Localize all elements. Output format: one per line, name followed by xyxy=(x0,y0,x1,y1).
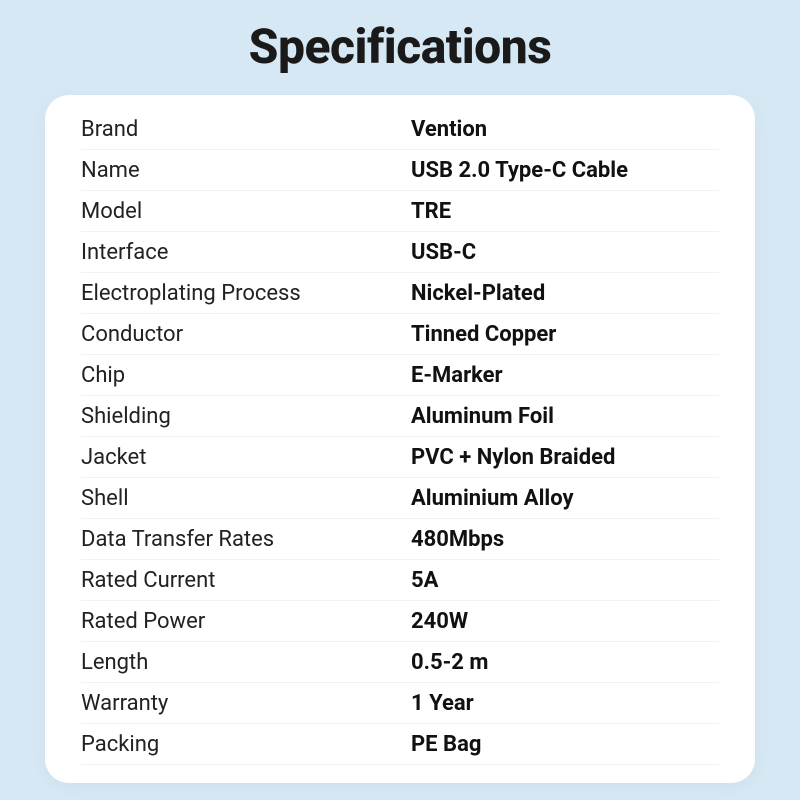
spec-value: USB 2.0 Type-C Cable xyxy=(411,158,719,183)
spec-value: Nickel-Plated xyxy=(411,281,719,306)
spec-row: Shell Aluminium Alloy xyxy=(81,478,719,519)
spec-label: Brand xyxy=(81,117,411,142)
spec-label: Conductor xyxy=(81,322,411,347)
spec-value: Vention xyxy=(411,117,719,142)
spec-row: Electroplating Process Nickel-Plated xyxy=(81,273,719,314)
spec-label: Length xyxy=(81,650,411,675)
spec-row: Warranty 1 Year xyxy=(81,683,719,724)
spec-label: Rated Current xyxy=(81,568,411,593)
spec-label: Jacket xyxy=(81,445,411,470)
spec-value: Tinned Copper xyxy=(411,322,719,347)
spec-label: Warranty xyxy=(81,691,411,716)
spec-row: Packing PE Bag xyxy=(81,724,719,765)
spec-row: Length 0.5-2 m xyxy=(81,642,719,683)
spec-value: 480Mbps xyxy=(411,527,719,552)
spec-row: Name USB 2.0 Type-C Cable xyxy=(81,150,719,191)
spec-label: Name xyxy=(81,158,411,183)
spec-row: Brand Vention xyxy=(81,109,719,150)
spec-label: Data Transfer Rates xyxy=(81,527,411,552)
spec-row: Model TRE xyxy=(81,191,719,232)
spec-value: Aluminum Foil xyxy=(411,404,719,429)
spec-label: Packing xyxy=(81,732,411,757)
spec-value: 1 Year xyxy=(411,691,719,716)
spec-label: Electroplating Process xyxy=(81,281,411,306)
spec-label: Shielding xyxy=(81,404,411,429)
spec-label: Rated Power xyxy=(81,609,411,634)
spec-row: Rated Power 240W xyxy=(81,601,719,642)
spec-value: E-Marker xyxy=(411,363,719,388)
spec-value: PVC + Nylon Braided xyxy=(411,445,719,470)
spec-row: Jacket PVC + Nylon Braided xyxy=(81,437,719,478)
page-title: Specifications xyxy=(249,18,552,75)
spec-row: Conductor Tinned Copper xyxy=(81,314,719,355)
spec-label: Shell xyxy=(81,486,411,511)
spec-value: PE Bag xyxy=(411,732,719,757)
spec-value: TRE xyxy=(411,199,719,224)
spec-value: USB-C xyxy=(411,240,719,265)
spec-value: 5A xyxy=(411,568,719,593)
spec-value: 240W xyxy=(411,609,719,634)
spec-value: 0.5-2 m xyxy=(411,650,719,675)
spec-row: Interface USB-C xyxy=(81,232,719,273)
spec-card: Brand Vention Name USB 2.0 Type-C Cable … xyxy=(45,95,755,783)
spec-label: Model xyxy=(81,199,411,224)
spec-row: Shielding Aluminum Foil xyxy=(81,396,719,437)
spec-row: Chip E-Marker xyxy=(81,355,719,396)
spec-label: Interface xyxy=(81,240,411,265)
spec-label: Chip xyxy=(81,363,411,388)
spec-value: Aluminium Alloy xyxy=(411,486,719,511)
spec-row: Data Transfer Rates 480Mbps xyxy=(81,519,719,560)
spec-row: Rated Current 5A xyxy=(81,560,719,601)
